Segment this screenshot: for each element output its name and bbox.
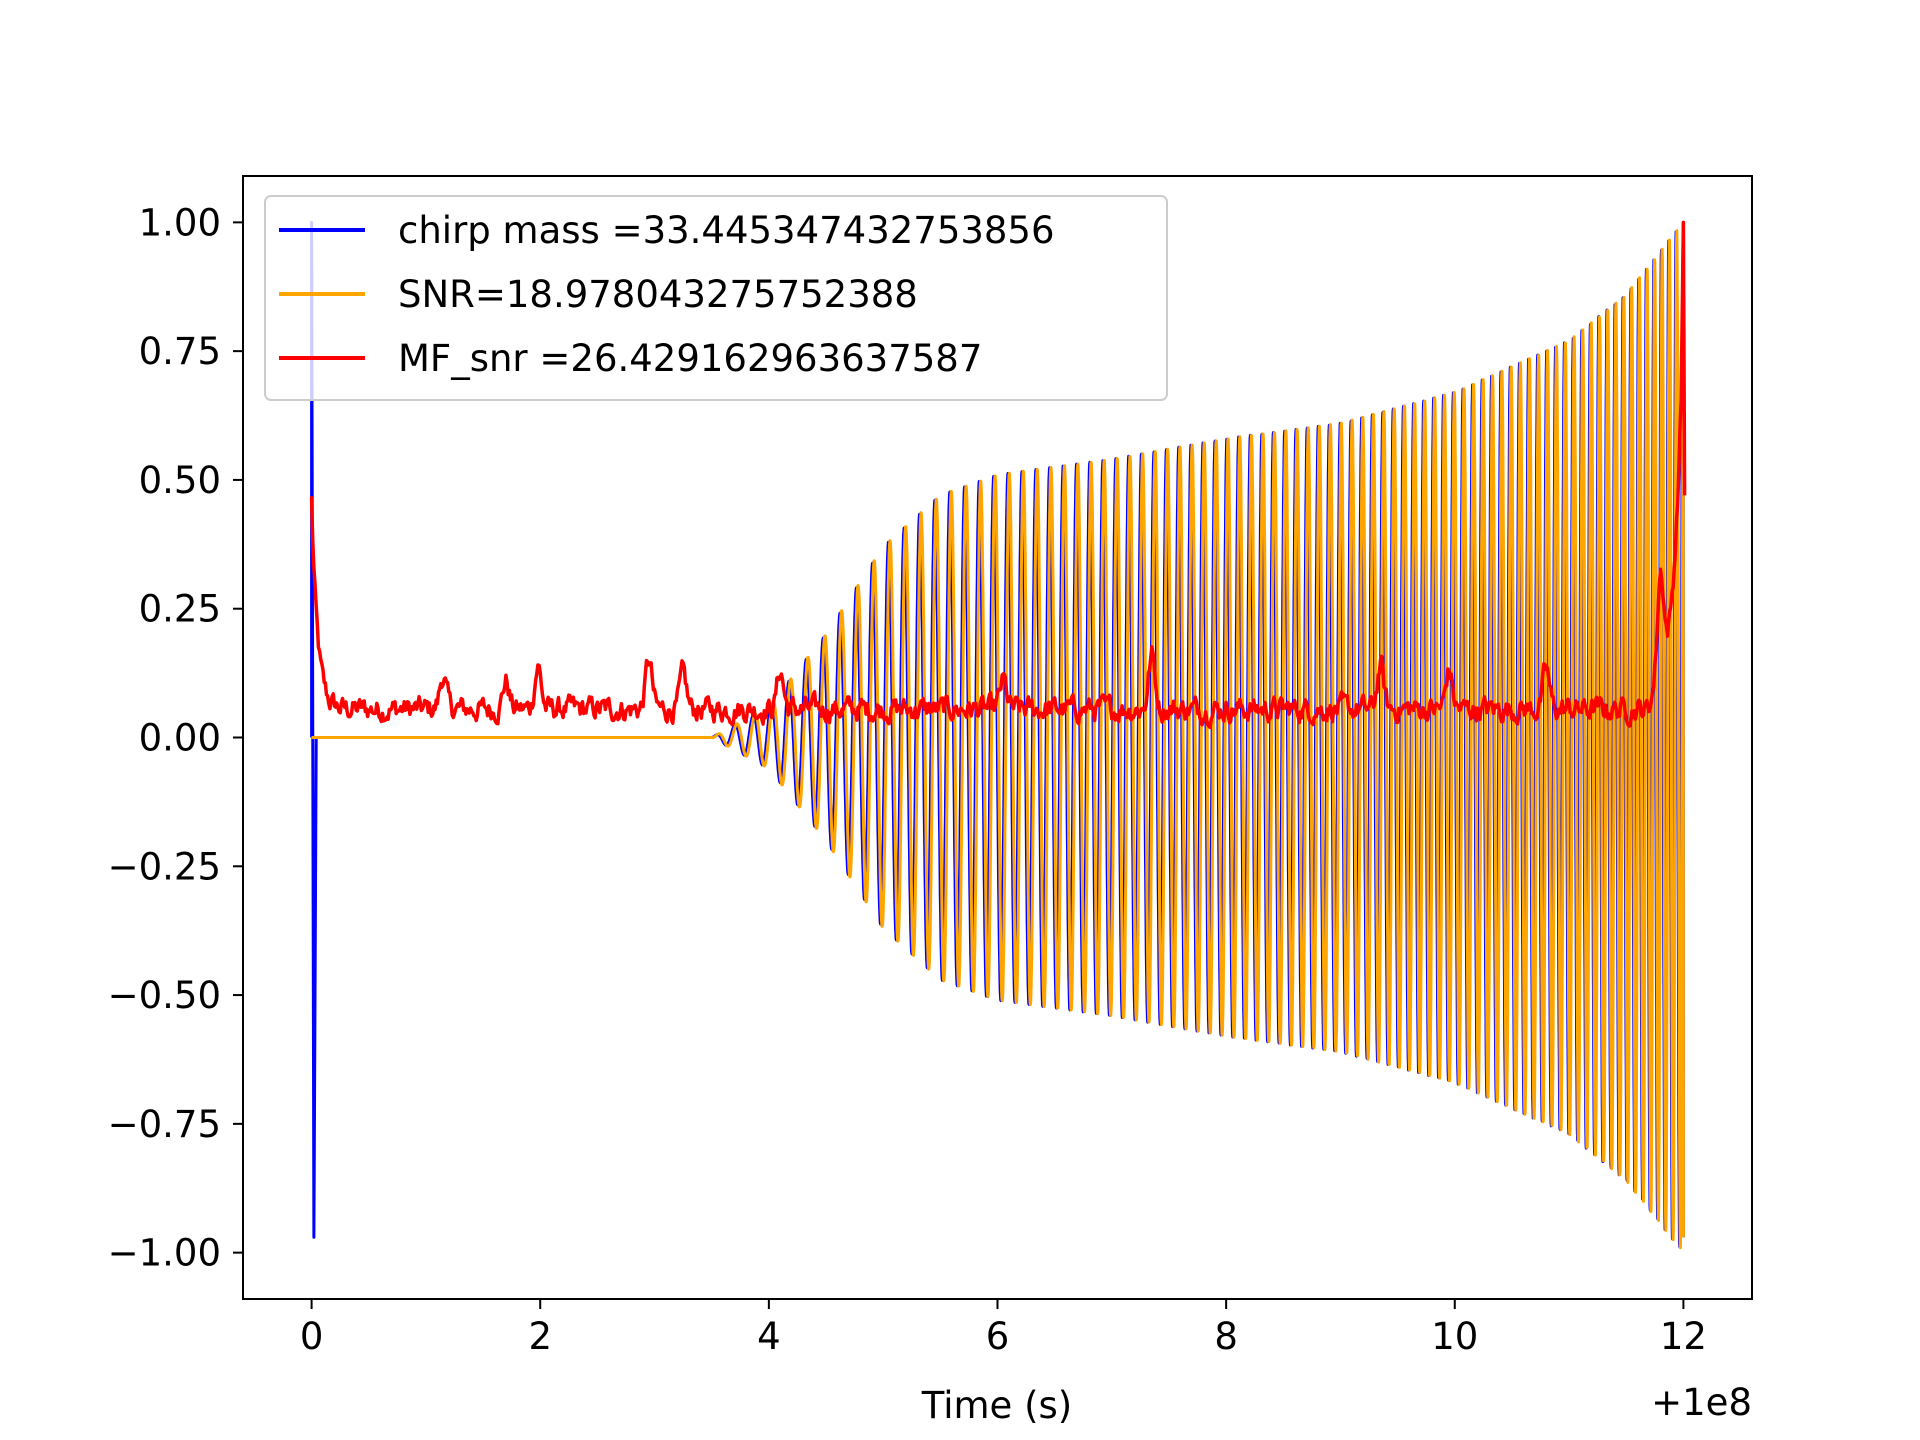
series-line-snr	[311, 229, 1685, 1250]
x-tick-label: 0	[300, 1315, 324, 1358]
y-tick-label: 0.00	[139, 717, 221, 760]
x-offset-label: +1e8	[1651, 1381, 1752, 1424]
y-tick-label: 0.75	[139, 330, 221, 373]
x-axis-title: Time (s)	[921, 1384, 1072, 1427]
legend: chirp mass =33.445347432753856 SNR=18.978…	[264, 195, 1168, 401]
x-axis: 0 2 4 6 8 10 12	[300, 1299, 1707, 1358]
x-tick-label: 10	[1431, 1315, 1478, 1358]
x-tick-label: 4	[757, 1315, 781, 1358]
y-tick-label: −0.75	[108, 1103, 221, 1146]
legend-item-mf-snr: MF_snr =26.429162963637587	[398, 337, 982, 380]
y-tick-label: −1.00	[108, 1232, 221, 1275]
y-tick-label: 0.50	[139, 459, 221, 502]
y-tick-label: −0.25	[108, 845, 221, 888]
series-layer	[309, 220, 1687, 1250]
y-tick-label: 1.00	[139, 201, 221, 244]
x-tick-label: 8	[1214, 1315, 1238, 1358]
x-tick-label: 2	[528, 1315, 552, 1358]
x-tick-label: 6	[986, 1315, 1010, 1358]
y-tick-label: 0.25	[139, 588, 221, 631]
legend-box	[264, 195, 1168, 401]
legend-item-snr: SNR=18.978043275752388	[398, 273, 918, 316]
y-tick-label: −0.50	[108, 974, 221, 1017]
legend-item-chirp-mass: chirp mass =33.445347432753856	[398, 209, 1055, 252]
series-line-mf-snr	[309, 220, 1687, 730]
y-axis: 1.00 0.75 0.50 0.25 0.00 −0.25 −0.50 −0.75 −1.00	[108, 201, 243, 1275]
x-tick-label: 12	[1660, 1315, 1707, 1358]
